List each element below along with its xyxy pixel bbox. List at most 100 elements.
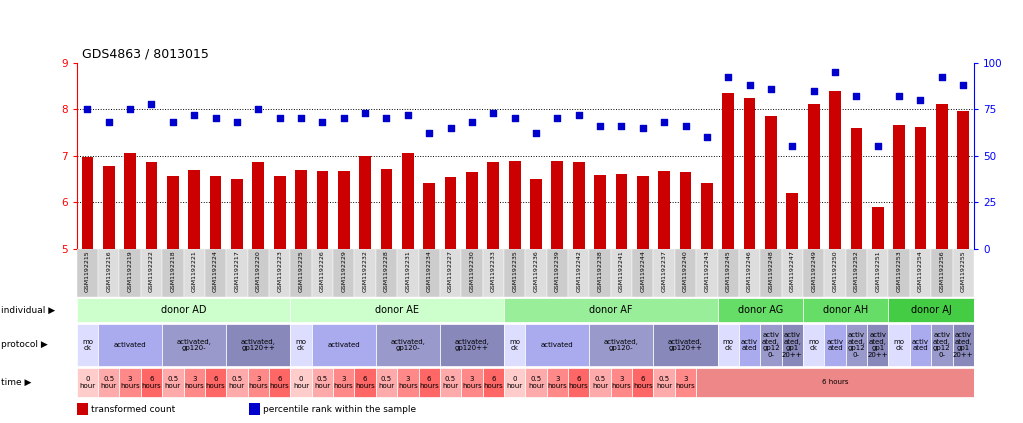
Text: GSM1192242: GSM1192242 [576, 250, 581, 292]
Text: GSM1192233: GSM1192233 [491, 250, 496, 292]
Text: donor AJ: donor AJ [910, 305, 951, 315]
Text: GSM1192226: GSM1192226 [320, 250, 325, 292]
Text: 6
hours: 6 hours [569, 376, 588, 389]
Bar [120, 249, 141, 297]
Bar [765, 116, 776, 423]
Bar [338, 170, 350, 423]
Text: GSM1192229: GSM1192229 [342, 250, 346, 292]
Text: GSM1192246: GSM1192246 [747, 250, 752, 292]
Point [763, 85, 780, 92]
Bar [658, 171, 670, 423]
Text: GSM1192221: GSM1192221 [191, 250, 196, 292]
Bar [312, 324, 375, 366]
Bar [424, 183, 435, 423]
Text: 0.5
hour: 0.5 hour [443, 376, 458, 389]
Text: 0.5
hour: 0.5 hour [528, 376, 544, 389]
Text: GDS4863 / 8013015: GDS4863 / 8013015 [82, 47, 209, 60]
Bar [248, 249, 269, 297]
Text: donor AE: donor AE [375, 305, 419, 315]
Text: GSM1192256: GSM1192256 [939, 250, 944, 292]
Point [463, 119, 480, 126]
Text: percentile rank within the sample: percentile rank within the sample [263, 405, 416, 414]
Bar [291, 298, 504, 322]
Text: 3
hours: 3 hours [612, 376, 631, 389]
Bar [654, 368, 675, 397]
Text: 3
hours: 3 hours [121, 376, 140, 389]
Point [400, 111, 416, 118]
Bar [936, 104, 947, 423]
Bar [888, 298, 974, 322]
Bar [183, 368, 205, 397]
Bar [103, 166, 115, 423]
Bar [226, 368, 248, 397]
Bar [77, 324, 98, 366]
Bar [98, 324, 163, 366]
Bar [830, 91, 841, 423]
Text: mo
ck: mo ck [82, 339, 93, 351]
Bar [205, 249, 226, 297]
Bar [508, 161, 521, 423]
Bar [931, 249, 952, 297]
Text: individual ▶: individual ▶ [1, 305, 55, 315]
Bar [952, 324, 974, 366]
Bar [846, 249, 868, 297]
Text: 6
hours: 6 hours [484, 376, 503, 389]
Point [934, 74, 950, 81]
Text: donor AD: donor AD [161, 305, 207, 315]
Text: activated,
gp120++: activated, gp120++ [454, 339, 489, 351]
Text: 6
hours: 6 hours [633, 376, 653, 389]
Bar [611, 368, 632, 397]
Text: activ
ated: activ ated [827, 339, 844, 351]
Bar [333, 368, 354, 397]
Point [891, 93, 907, 99]
Bar [632, 249, 654, 297]
Text: GSM1192247: GSM1192247 [790, 250, 795, 292]
Text: GSM1192254: GSM1192254 [918, 250, 923, 292]
Text: GSM1192241: GSM1192241 [619, 250, 624, 292]
Text: GSM1192217: GSM1192217 [234, 250, 239, 292]
Bar [931, 324, 952, 366]
Bar [269, 368, 291, 397]
Point [827, 69, 843, 75]
Text: GSM1192222: GSM1192222 [149, 250, 154, 292]
Text: 3
hours: 3 hours [249, 376, 268, 389]
Text: 3
hours: 3 hours [462, 376, 482, 389]
Bar [654, 249, 675, 297]
Bar [611, 249, 632, 297]
Text: activ
ated: activ ated [741, 339, 758, 351]
Bar [504, 324, 526, 366]
Text: activ
ated,
gp1
20++: activ ated, gp1 20++ [952, 332, 974, 358]
Text: 3
hours: 3 hours [398, 376, 417, 389]
Bar [825, 249, 846, 297]
Bar [568, 249, 589, 297]
Text: GSM1192234: GSM1192234 [427, 250, 432, 292]
Text: 3
hours: 3 hours [547, 376, 567, 389]
Bar [717, 324, 739, 366]
Text: 0
hour: 0 hour [506, 376, 523, 389]
Bar [594, 175, 606, 423]
Bar [77, 249, 98, 297]
Point [955, 82, 972, 88]
Bar [120, 368, 141, 397]
Bar [888, 324, 909, 366]
Text: GSM1192251: GSM1192251 [876, 250, 880, 292]
Text: 0.5
hour: 0.5 hour [379, 376, 395, 389]
Text: GSM1192220: GSM1192220 [256, 250, 261, 292]
Bar [744, 98, 755, 423]
Text: GSM1192230: GSM1192230 [470, 250, 475, 292]
Text: 0.5
hour: 0.5 hour [100, 376, 117, 389]
Bar [98, 368, 120, 397]
Bar [504, 368, 526, 397]
Point [720, 74, 737, 81]
Bar [163, 249, 183, 297]
Bar [868, 324, 888, 366]
Point [506, 115, 523, 122]
Bar [418, 249, 440, 297]
Point [336, 115, 352, 122]
Point [208, 115, 224, 122]
Bar [782, 249, 803, 297]
Bar [589, 249, 611, 297]
Text: protocol ▶: protocol ▶ [1, 341, 48, 349]
Text: GSM1192223: GSM1192223 [277, 250, 282, 292]
Point [143, 100, 160, 107]
